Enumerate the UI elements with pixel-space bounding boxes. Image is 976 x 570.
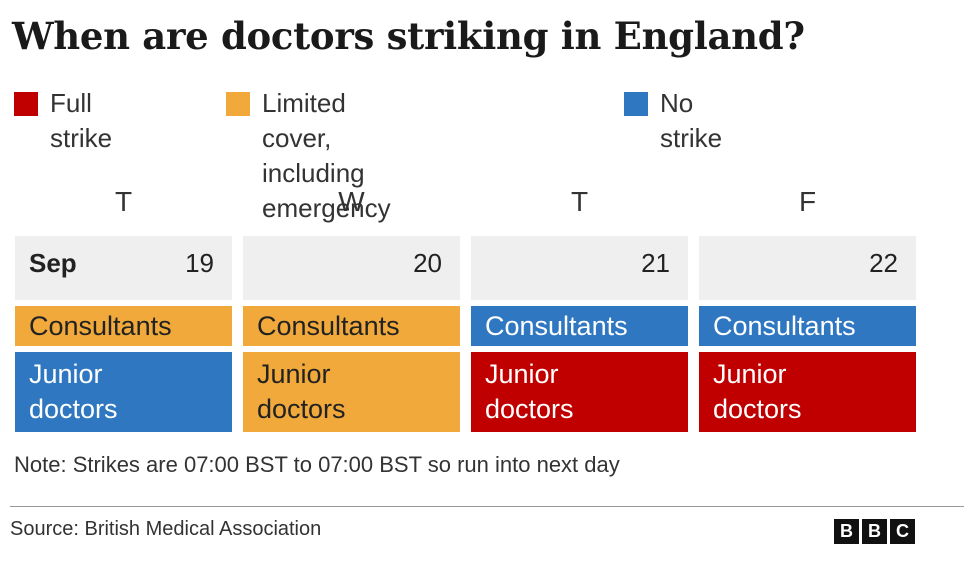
legend-swatch-no-strike xyxy=(624,92,648,116)
junior-doctors-cell-21: Junior doctors xyxy=(471,352,688,432)
consultants-cell-19: Consultants xyxy=(15,306,232,346)
date-number-2: 20 xyxy=(413,248,442,278)
date-number-4: 22 xyxy=(869,248,898,278)
logo-letter-3: C xyxy=(890,519,915,544)
source-text: Source: British Medical Association xyxy=(10,518,322,540)
date-number-3: 21 xyxy=(641,248,670,278)
junior-doctors-cell-22: Junior doctors xyxy=(699,352,916,432)
date-cell-1: Sep 19 xyxy=(15,236,232,300)
logo-letter-2: B xyxy=(862,519,887,544)
logo-letter-1: B xyxy=(834,519,859,544)
divider xyxy=(10,506,964,507)
legend-label-no-strike: No strike xyxy=(660,88,723,153)
month-label: Sep xyxy=(29,248,77,278)
bbc-logo: B B C xyxy=(834,519,915,544)
day-letter-1: T xyxy=(114,186,133,217)
legend: Full strike Limited cover, including eme… xyxy=(14,86,954,258)
day-letter-2: W xyxy=(338,186,365,217)
footnote: Note: Strikes are 07:00 BST to 07:00 BST… xyxy=(14,452,620,477)
junior-doctors-cell-20: Junior doctors xyxy=(243,352,460,432)
day-letter-4: F xyxy=(798,186,817,217)
legend-label-limited-cover: Limited cover, including emergency care xyxy=(262,88,391,258)
date-number-1: 19 xyxy=(185,248,214,278)
chart-title: When are doctors striking in England? xyxy=(12,14,805,58)
legend-swatch-limited-cover xyxy=(226,92,250,116)
consultants-cell-22: Consultants xyxy=(699,306,916,346)
date-cell-4: 22 xyxy=(699,236,916,300)
date-cell-2: 20 xyxy=(243,236,460,300)
day-letter-3: T xyxy=(570,186,589,217)
legend-label-full-strike: Full strike xyxy=(50,88,113,153)
consultants-cell-20: Consultants xyxy=(243,306,460,346)
legend-swatch-full-strike xyxy=(14,92,38,116)
consultants-cell-21: Consultants xyxy=(471,306,688,346)
date-cell-3: 21 xyxy=(471,236,688,300)
junior-doctors-cell-19: Junior doctors xyxy=(15,352,232,432)
